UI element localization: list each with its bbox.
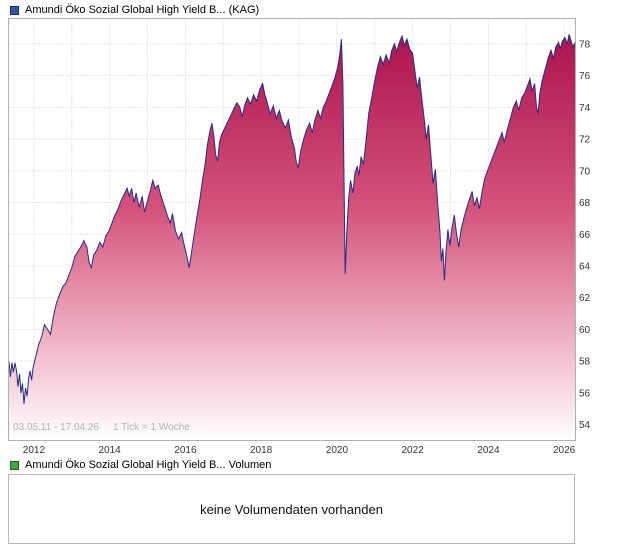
tick-interval-label: 1 Tick = 1 Woche [113,422,190,433]
volume-header: Amundi Öko Sozial Global High Yield B...… [10,459,271,471]
x-axis-label: 2022 [401,445,424,456]
y-axis-label: 58 [579,357,591,368]
x-axis-label: 2018 [250,445,273,456]
y-axis-label: 72 [579,135,591,146]
x-axis-label: 2012 [23,445,46,456]
y-axis-label: 66 [579,230,591,241]
price-chart: 54 56 58 60 62 64 66 68 70 72 74 76 78 2012 2014 2016 20… [8,18,591,456]
y-axis-label: 64 [579,262,591,273]
volume-panel: keine Volumendaten vorhanden [8,474,575,544]
price-series-icon [10,5,19,15]
y-axis-label: 62 [579,293,591,304]
chart-title: Amundi Öko Sozial Global High Yield B...… [25,4,260,16]
y-axis-label: 68 [579,198,591,209]
x-axis-label: 2016 [174,445,197,456]
y-axis-label: 70 [579,166,591,177]
y-axis-label: 56 [579,388,591,399]
y-axis-label: 78 [579,39,591,50]
y-axis-label: 74 [579,103,591,114]
period-range-label: 03.05.11 - 17.04.26 [13,422,99,433]
y-axis-label: 76 [579,71,591,82]
price-area [8,34,576,441]
y-axis-label: 54 [579,420,591,431]
period-note: 03.05.11 - 17.04.26 1 Tick = 1 Woche [13,422,190,433]
chart-header: Amundi Öko Sozial Global High Yield B...… [10,4,259,16]
x-axis-label: 2026 [553,445,576,456]
volume-series-icon [10,460,19,470]
y-axis-label: 60 [579,325,591,336]
plot-border [8,18,576,441]
x-axis-label: 2024 [477,445,500,456]
price-line [8,34,576,405]
no-volume-message: keine Volumendaten vorhanden [200,501,383,517]
x-axis-label: 2020 [326,445,349,456]
x-axis-label: 2014 [98,445,121,456]
volume-title: Amundi Öko Sozial Global High Yield B...… [25,459,272,471]
